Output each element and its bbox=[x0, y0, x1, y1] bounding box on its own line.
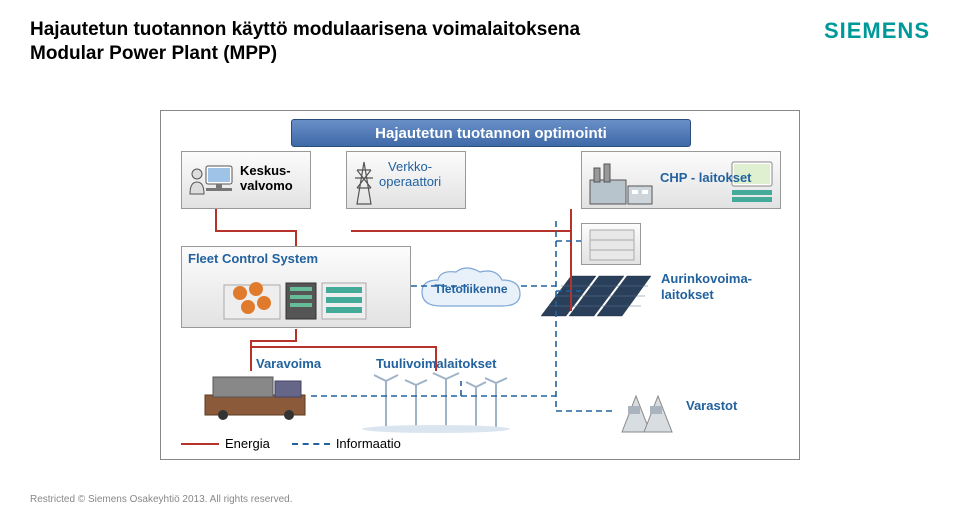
info-line-icon bbox=[292, 443, 330, 445]
varastot-label: Varastot bbox=[686, 398, 737, 413]
energy-line-icon bbox=[181, 443, 219, 445]
diagram-legend: Energia Informaatio bbox=[181, 436, 401, 451]
solar-panels-icon bbox=[541, 266, 651, 321]
fleet-label: Fleet Control System bbox=[188, 251, 318, 266]
wind-turbines-icon bbox=[361, 371, 511, 433]
node-tietoliikenne: Tietoliikenne bbox=[416, 266, 526, 316]
legend-energia: Energia bbox=[181, 436, 270, 451]
mpp-diagram: Hajautetun tuotannon optimointi Keskus- … bbox=[160, 110, 800, 460]
node-solar-small bbox=[581, 223, 641, 265]
siemens-logo: SIEMENS bbox=[824, 18, 930, 44]
operator-icon bbox=[188, 164, 234, 202]
aurinko-label: Aurinkovoima- laitokset bbox=[661, 271, 752, 302]
slide-footer: Restricted © Siemens Osakeyhtiö 2013. Al… bbox=[30, 494, 293, 505]
verkko-label: Verkko- operaattori bbox=[379, 160, 441, 190]
title-block: Hajautetun tuotannon käyttö modulaarisen… bbox=[30, 18, 580, 66]
node-chp: CHP - laitokset bbox=[581, 151, 781, 209]
slide-title-line1: Hajautetun tuotannon käyttö modulaarisen… bbox=[30, 18, 580, 42]
node-fleet-control: Fleet Control System bbox=[181, 246, 411, 328]
legend-energia-label: Energia bbox=[225, 436, 270, 451]
storage-icon bbox=[616, 386, 676, 434]
keskus-label: Keskus- valvomo bbox=[240, 164, 293, 194]
transmission-tower-icon bbox=[353, 160, 375, 206]
node-keskusvalvomo: Keskus- valvomo bbox=[181, 151, 311, 209]
slide-header: Hajautetun tuotannon käyttö modulaarisen… bbox=[0, 0, 960, 66]
small-solar-icon bbox=[588, 228, 636, 262]
varavoima-label: Varavoima bbox=[256, 356, 321, 371]
tuuli-label: Tuulivoimalaitokset bbox=[376, 356, 496, 371]
chp-label: CHP - laitokset bbox=[660, 170, 752, 185]
tietoliikenne-label: Tietoliikenne bbox=[416, 282, 526, 296]
diagram-banner: Hajautetun tuotannon optimointi bbox=[291, 119, 691, 147]
legend-informaatio-label: Informaatio bbox=[336, 436, 401, 451]
generator-icon bbox=[201, 371, 311, 421]
node-verkko-operaattori: Verkko- operaattori bbox=[346, 151, 466, 209]
fleet-system-icon bbox=[222, 275, 372, 323]
slide-title-line2: Modular Power Plant (MPP) bbox=[30, 42, 580, 66]
legend-informaatio: Informaatio bbox=[292, 436, 401, 451]
power-plant-icon bbox=[588, 160, 654, 206]
